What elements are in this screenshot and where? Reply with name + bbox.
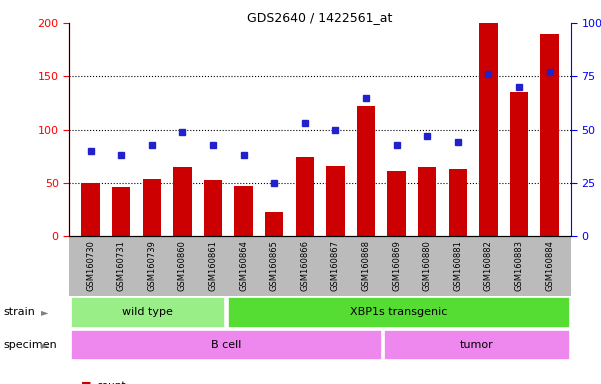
- Text: tumor: tumor: [460, 339, 494, 350]
- Text: GSM160883: GSM160883: [514, 240, 523, 291]
- Bar: [357, 106, 375, 236]
- Text: GSM160868: GSM160868: [361, 240, 370, 291]
- Text: GSM160867: GSM160867: [331, 240, 340, 291]
- Text: GSM160866: GSM160866: [300, 240, 310, 291]
- Text: count: count: [96, 381, 126, 384]
- Text: GSM160869: GSM160869: [392, 240, 401, 291]
- Text: specimen: specimen: [3, 339, 56, 350]
- Text: GSM160882: GSM160882: [484, 240, 493, 291]
- Bar: [142, 179, 161, 236]
- Text: strain: strain: [3, 307, 35, 317]
- Text: GSM160730: GSM160730: [86, 240, 95, 291]
- Text: wild type: wild type: [122, 307, 173, 317]
- Text: ►: ►: [41, 339, 48, 350]
- Text: GSM160880: GSM160880: [423, 240, 432, 291]
- Bar: [540, 34, 559, 236]
- Bar: [479, 23, 498, 236]
- Bar: [388, 171, 406, 236]
- Bar: [510, 92, 528, 236]
- Text: GDS2640 / 1422561_at: GDS2640 / 1422561_at: [248, 12, 392, 25]
- Text: GSM160731: GSM160731: [117, 240, 126, 291]
- FancyBboxPatch shape: [71, 330, 381, 359]
- FancyBboxPatch shape: [228, 297, 569, 327]
- Text: B cell: B cell: [211, 339, 241, 350]
- Bar: [296, 157, 314, 236]
- Bar: [326, 166, 344, 236]
- Bar: [448, 169, 467, 236]
- Text: GSM160881: GSM160881: [453, 240, 462, 291]
- Bar: [112, 187, 130, 236]
- FancyBboxPatch shape: [71, 297, 224, 327]
- Text: XBP1s transgenic: XBP1s transgenic: [350, 307, 447, 317]
- Text: GSM160884: GSM160884: [545, 240, 554, 291]
- Text: GSM160739: GSM160739: [147, 240, 156, 291]
- Text: GSM160865: GSM160865: [270, 240, 279, 291]
- FancyBboxPatch shape: [384, 330, 569, 359]
- Text: GSM160864: GSM160864: [239, 240, 248, 291]
- Bar: [81, 183, 100, 236]
- Text: GSM160861: GSM160861: [209, 240, 218, 291]
- Bar: [418, 167, 436, 236]
- Text: ■: ■: [81, 381, 91, 384]
- Text: GSM160860: GSM160860: [178, 240, 187, 291]
- Bar: [234, 186, 252, 236]
- Bar: [204, 180, 222, 236]
- Text: ►: ►: [41, 307, 48, 317]
- Bar: [265, 212, 283, 236]
- Bar: [173, 167, 192, 236]
